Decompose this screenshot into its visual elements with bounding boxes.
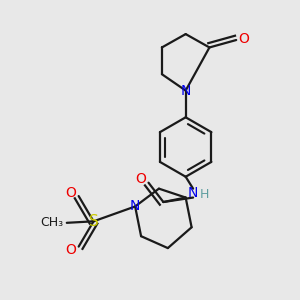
Text: O: O (135, 172, 146, 186)
Text: O: O (65, 186, 76, 200)
Text: N: N (188, 186, 198, 200)
Text: N: N (130, 200, 140, 214)
Text: O: O (238, 32, 249, 46)
Text: N: N (181, 84, 191, 98)
Text: H: H (200, 188, 209, 201)
Text: O: O (65, 243, 76, 256)
Text: S: S (89, 214, 98, 229)
Text: CH₃: CH₃ (40, 216, 64, 229)
